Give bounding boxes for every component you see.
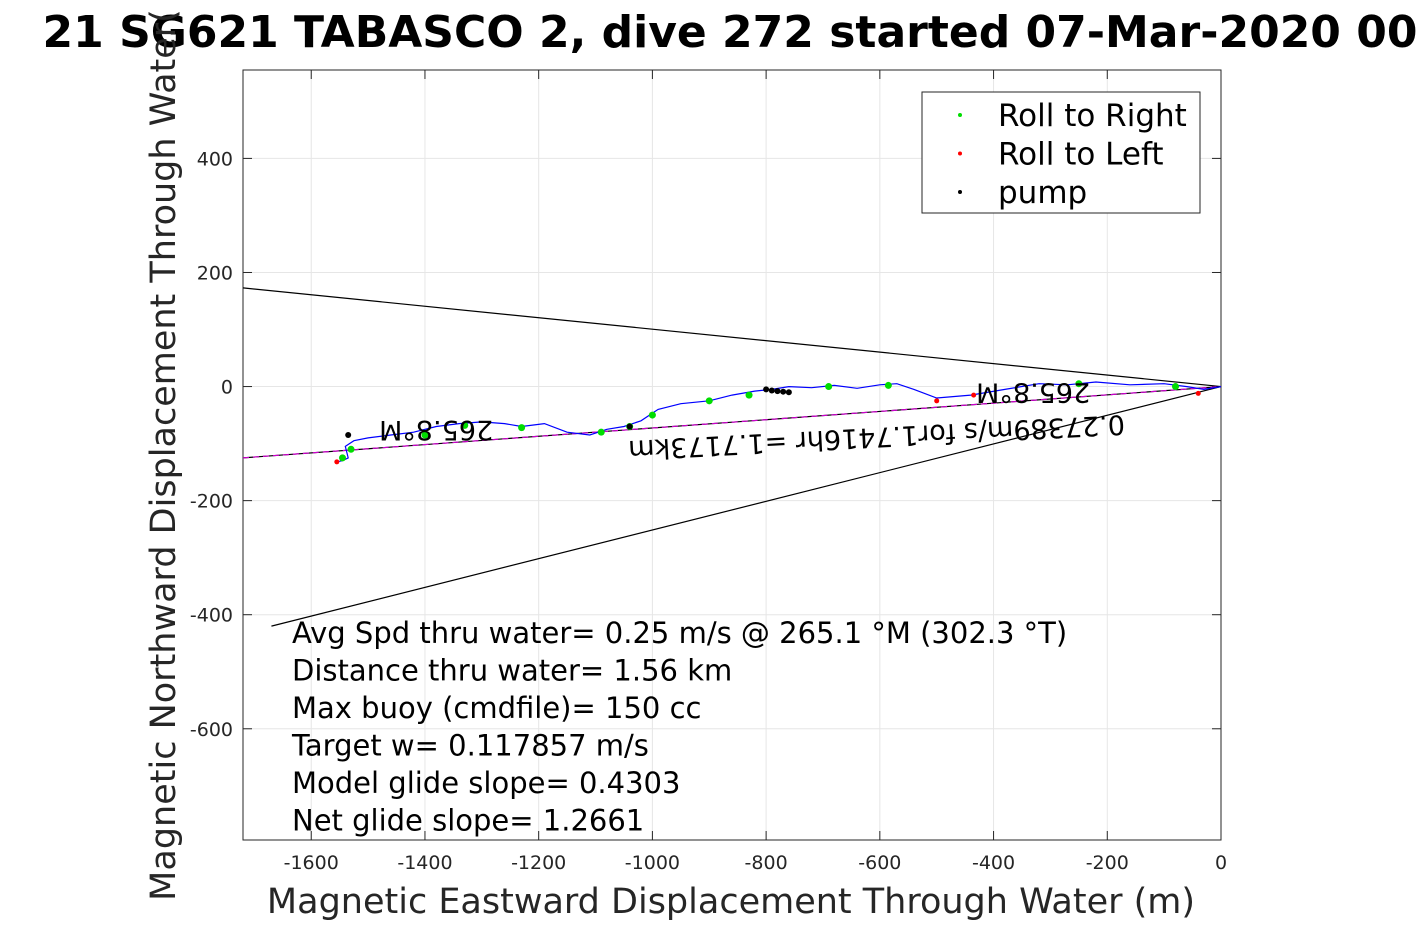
pump-marker [785, 389, 792, 396]
grid [243, 70, 1222, 840]
roll-right-marker [518, 424, 526, 432]
pump-marker [774, 388, 781, 395]
heading-line-group [242, 385, 1222, 459]
roll-left-marker [971, 392, 977, 398]
roll-right-marker [421, 431, 429, 439]
roll-right-marker [1172, 383, 1180, 391]
y-axis-label: Magnetic Northward Displacement Through … [144, 9, 184, 901]
roll-left-marker [334, 459, 340, 465]
y-tick-label: -200 [190, 491, 233, 513]
x-tick-label: -800 [745, 852, 788, 874]
pump-marker [780, 388, 787, 395]
y-tick-label: 200 [197, 262, 233, 284]
roll-right-marker [705, 397, 713, 405]
legend-label: Roll to Right [998, 98, 1187, 134]
roll-right-marker [648, 411, 656, 419]
roll-right-marker [745, 391, 753, 399]
roll-right-marker [347, 445, 355, 453]
stats-line: Avg Spd thru water= 0.25 m/s @ 265.1 °M … [292, 616, 1067, 650]
chart-title: 21 SG621 TABASCO 2, dive 272 started 07-… [43, 7, 1417, 58]
stats-line: Distance thru water= 1.56 km [292, 654, 732, 688]
x-tick-label: -1000 [625, 852, 680, 874]
roll-left-marker [1195, 390, 1201, 396]
y-tick-label: -600 [190, 719, 233, 741]
legend-label: pump [998, 175, 1087, 211]
stats-line: Net glide slope= 1.2661 [292, 804, 644, 838]
x-tick-label: -600 [858, 852, 901, 874]
y-tick-label: 0 [221, 377, 233, 399]
legend-box [921, 91, 1201, 214]
heading-line-dashed [242, 385, 1222, 459]
roll-right-marker [339, 454, 347, 462]
x-tick-label: -200 [1086, 852, 1129, 874]
stats-line: Target w= 0.117857 m/s [291, 729, 649, 763]
roll-right-marker [1075, 380, 1083, 388]
x-axis-label: Magnetic Eastward Displacement Through W… [267, 882, 1195, 922]
legend-marker [958, 151, 962, 156]
pump-marker [626, 423, 633, 430]
pump-marker [768, 387, 775, 394]
heading-annotation: 0.27389m/s for1.7416hr =1.7173km [628, 408, 1126, 465]
y-tick-label: -400 [190, 605, 233, 627]
roll-right-marker [825, 383, 833, 391]
stats-block: Avg Spd thru water= 0.25 m/s @ 265.1 °M … [291, 616, 1067, 838]
axis-ticks: -1600 -1400 -1200 -1000 -800 -600 -400 -200 0 -60… [190, 70, 1227, 874]
legend-label: Roll to Left [998, 137, 1164, 173]
x-tick-label: -1200 [511, 852, 566, 874]
x-tick-label: -1400 [397, 852, 452, 874]
roll-right-marker [461, 421, 469, 429]
plot-frame [242, 69, 1222, 841]
markers [334, 380, 1201, 465]
x-tick-label: -1600 [284, 852, 339, 874]
roll-right-marker [884, 381, 892, 389]
stats-line: Max buoy (cmdfile)= 150 cc [292, 691, 701, 725]
pump-marker [763, 386, 770, 393]
x-tick-label: 0 [1215, 852, 1227, 874]
y-tick-label: 400 [197, 148, 233, 170]
legend-marker [958, 190, 962, 194]
cone-lower-line [271, 385, 1222, 627]
heading-cone [242, 287, 1222, 627]
stats-line: Model glide slope= 0.4303 [292, 766, 680, 800]
roll-left-marker [934, 398, 940, 404]
heading-annotation: 265.8°M [976, 377, 1090, 408]
cone-upper-line [242, 287, 1222, 388]
legend-marker [958, 113, 962, 117]
heading-annotation: 265.8°M [379, 414, 493, 445]
roll-right-marker [597, 428, 605, 436]
pump-marker [345, 432, 352, 439]
x-tick-label: -400 [972, 852, 1015, 874]
